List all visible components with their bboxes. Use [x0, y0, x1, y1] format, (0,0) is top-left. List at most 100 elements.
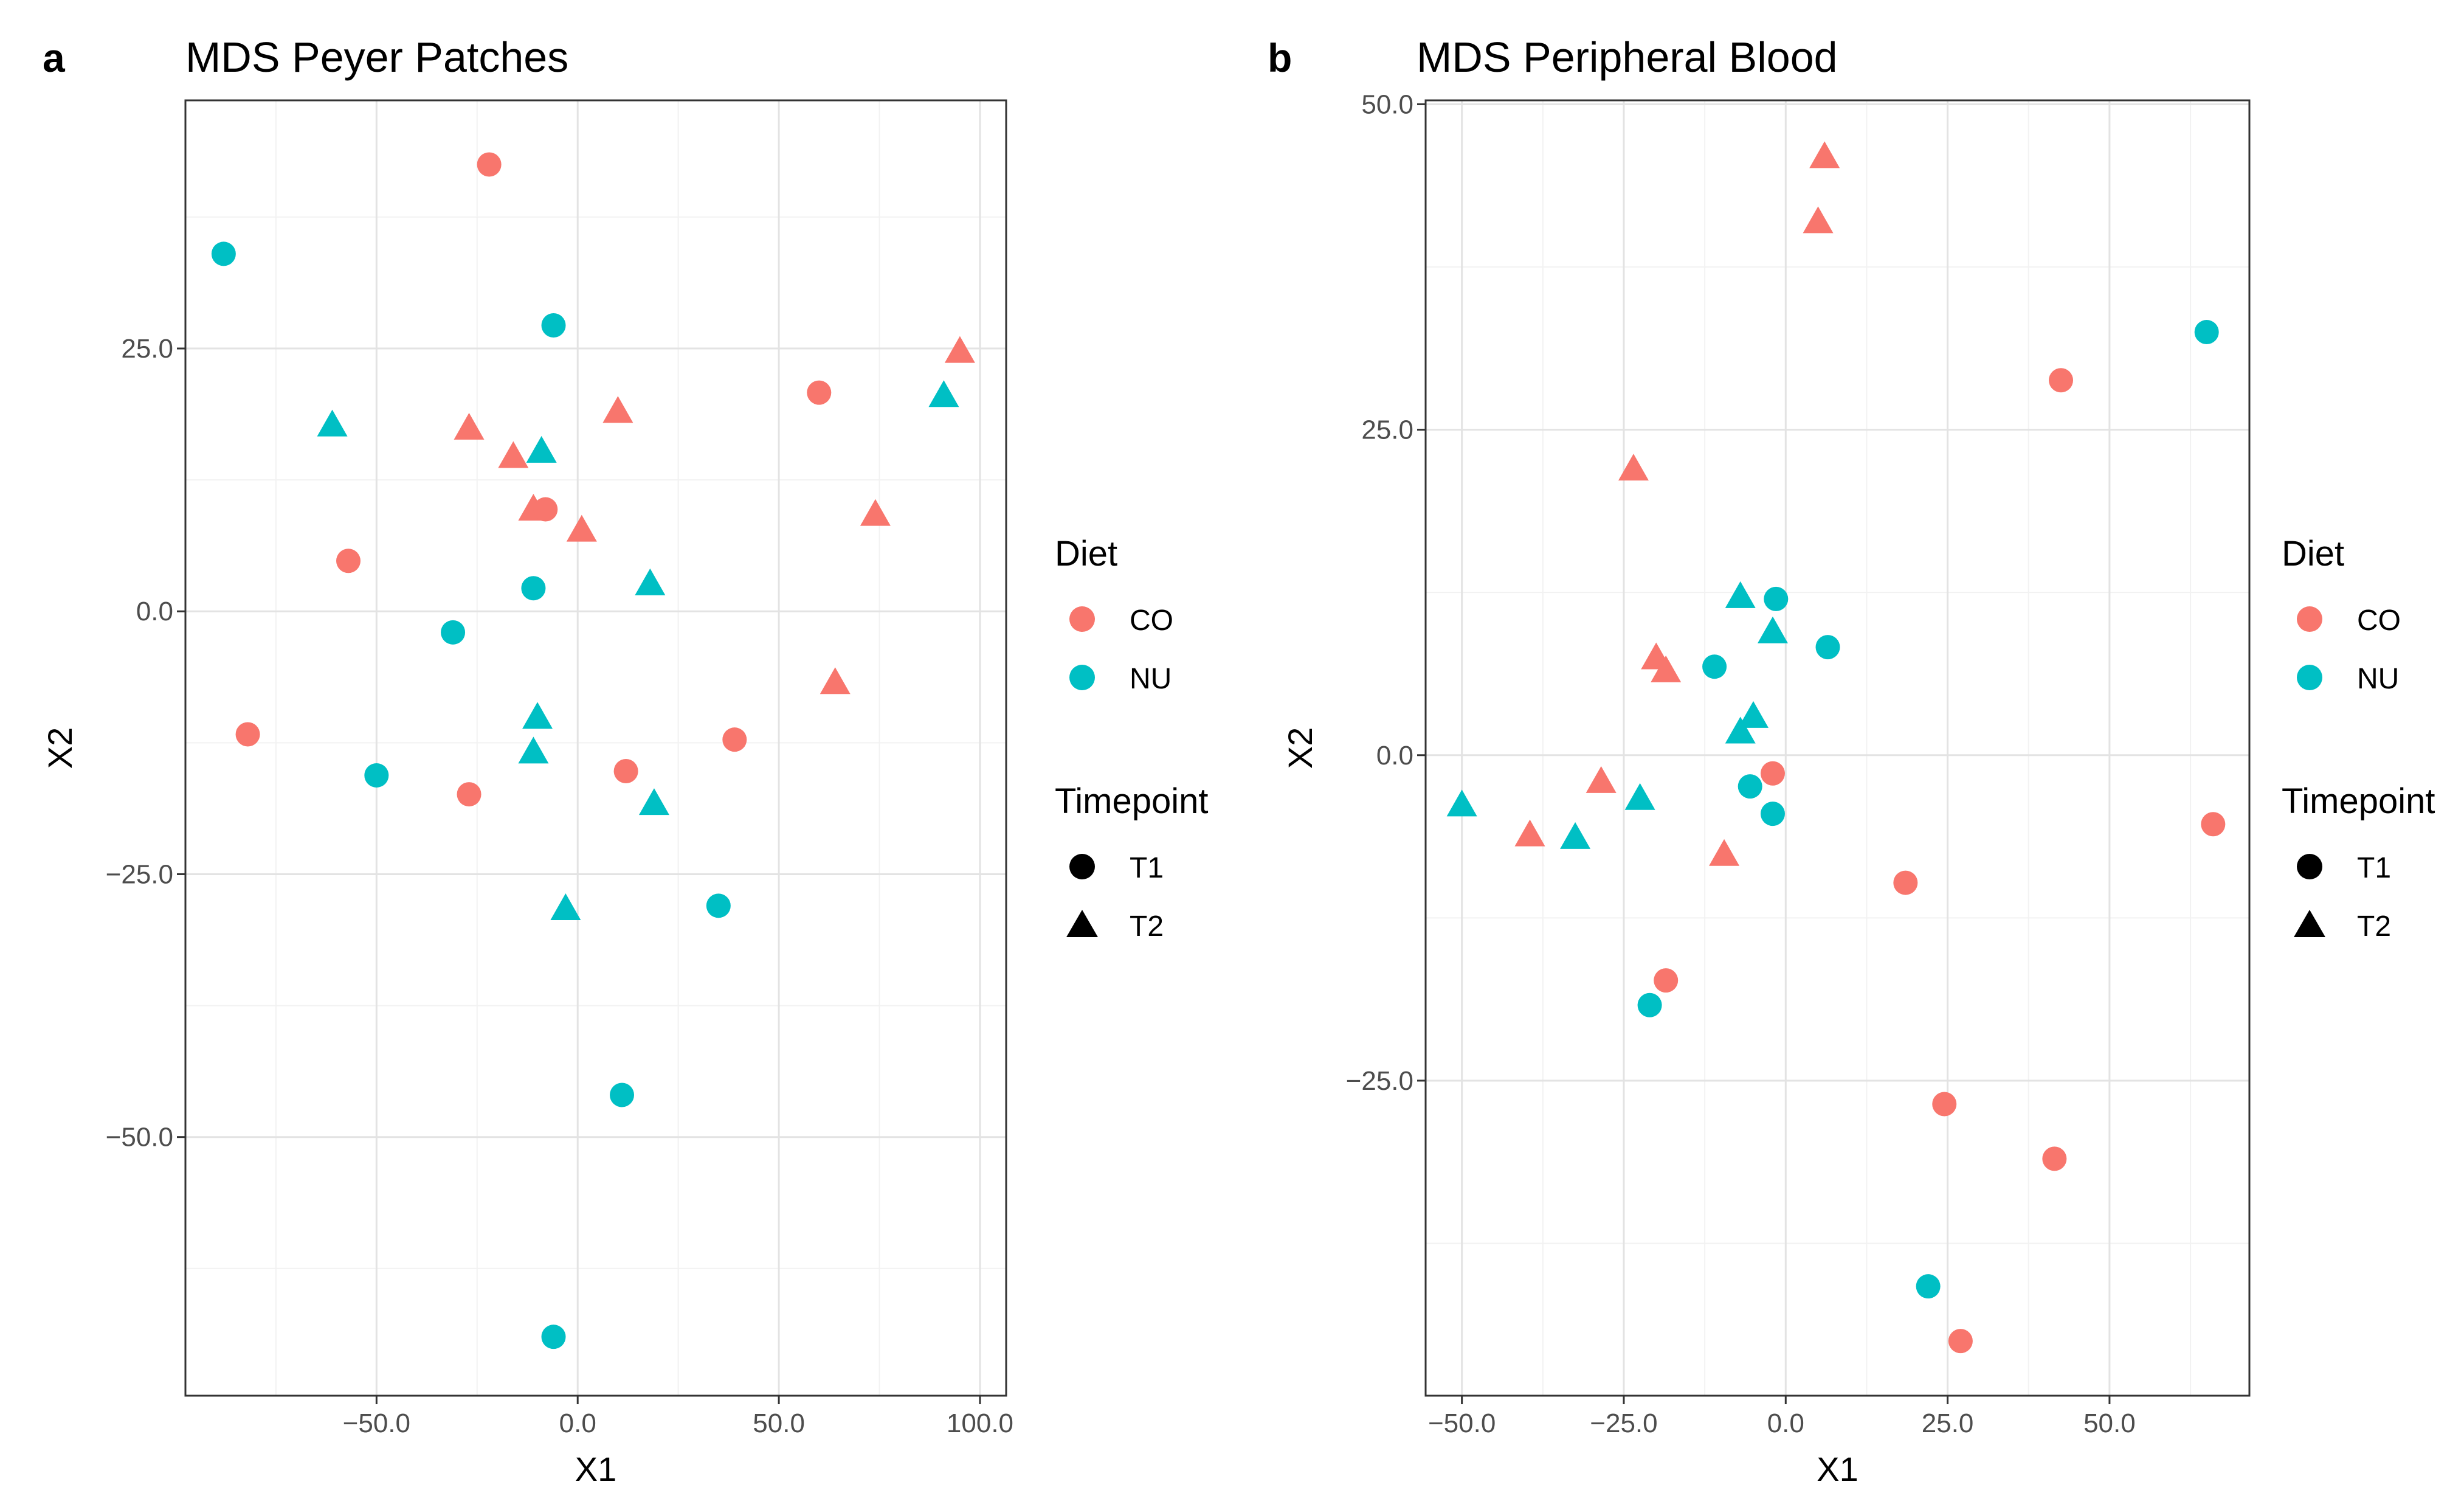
data-point-nu-t1 — [610, 1083, 635, 1107]
data-point-nu-t1 — [1764, 586, 1789, 611]
plot-area-b: −50.0 −25.0 0.0 25.0 50.0 −25.0 0.0 25.0 50.0 X1 X… — [1281, 89, 2251, 1488]
legend-title-diet: Diet — [1055, 534, 1117, 573]
panel-a: a MDS Peyer Patches −50.0 0.0 50.0 100.0−50… — [41, 33, 1209, 1488]
x-tick-label: −50.0 — [1428, 1408, 1496, 1438]
data-point-nu-t1 — [1916, 1274, 1941, 1299]
data-point-nu-t2 — [635, 568, 666, 595]
y-tick-label: 0.0 — [1376, 741, 1413, 771]
legend-key-nu — [1069, 665, 1095, 690]
data-point-co-t2 — [820, 667, 851, 695]
plot-area-a: −50.0 0.0 50.0 100.0 −50.0 −25.0 0.0 25.0 X1 X2 — [41, 99, 1013, 1488]
legend-label-co: CO — [1130, 604, 1173, 637]
data-point-co-t2 — [1803, 206, 1834, 234]
y-tick-label: −50.0 — [106, 1123, 173, 1152]
data-point-co-t1 — [533, 497, 558, 522]
data-point-nu-t2 — [1446, 789, 1477, 817]
data-point-co-t1 — [477, 152, 502, 177]
x-tick-label: 0.0 — [559, 1408, 596, 1438]
data-point-nu-t1 — [706, 893, 731, 918]
x-tick-label: 50.0 — [2083, 1408, 2136, 1438]
data-point-nu-t1 — [2194, 320, 2219, 345]
data-point-co-t1 — [722, 727, 747, 752]
panel-b: b MDS Peripheral Blood −50.0 −25.0 0.0 25.0… — [1268, 33, 2435, 1488]
x-axis-label: X1 — [575, 1450, 617, 1488]
y-tick-label: 50.0 — [1361, 89, 1413, 119]
data-point-nu-t2 — [526, 435, 557, 463]
legend-b: Diet CO NU Timepoint T1 T2 — [2282, 534, 2435, 943]
data-point-co-t2 — [1651, 655, 1682, 682]
legend-title-timepoint: Timepoint — [2282, 781, 2435, 821]
data-point-co-t2 — [1709, 839, 1740, 866]
y-axis-label: X2 — [41, 727, 79, 769]
data-point-co-t1 — [2049, 368, 2074, 393]
legend-label-co: CO — [2357, 604, 2401, 637]
data-point-co-t1 — [235, 722, 260, 747]
data-point-nu-t1 — [364, 763, 389, 788]
legend-label-t2: T2 — [1130, 910, 1164, 943]
plot-border — [184, 99, 1007, 1397]
data-point-nu-t1 — [1637, 992, 1662, 1017]
chart-title-a: MDS Peyer Patches — [185, 33, 568, 81]
x-tick-label: −50.0 — [343, 1408, 410, 1438]
x-tick-label: 0.0 — [1767, 1408, 1804, 1438]
panel-label-b: b — [1268, 35, 1292, 80]
data-point-co-t2 — [454, 412, 485, 440]
legend-key-t2 — [2294, 910, 2325, 937]
data-point-nu-t1 — [541, 313, 566, 338]
data-point-nu-t2 — [638, 788, 669, 816]
legend-key-t2 — [1066, 910, 1098, 937]
data-point-nu-t1 — [1760, 802, 1785, 826]
data-point-co-t1 — [336, 549, 361, 573]
data-point-co-t2 — [944, 336, 975, 363]
data-point-nu-t2 — [928, 380, 959, 407]
data-point-co-t2 — [1586, 766, 1617, 793]
data-point-nu-t1 — [541, 1325, 566, 1349]
chart-title-b: MDS Peripheral Blood — [1417, 33, 1838, 81]
data-point-nu-t2 — [1624, 783, 1655, 810]
legend-key-t1 — [1069, 854, 1095, 879]
legend-label-t2: T2 — [2357, 910, 2391, 943]
legend-label-t1: T1 — [2357, 852, 2391, 884]
x-tick-label: −25.0 — [1590, 1408, 1657, 1438]
data-point-co-t1 — [1654, 968, 1679, 993]
data-point-nu-t1 — [521, 576, 546, 601]
data-point-co-t2 — [602, 396, 633, 423]
data-point-co-t2 — [1514, 819, 1545, 847]
legend-key-co — [1069, 606, 1095, 632]
data-point-nu-t2 — [1738, 701, 1769, 728]
data-point-nu-t1 — [1702, 654, 1727, 679]
data-point-nu-t2 — [522, 702, 553, 729]
data-point-nu-t2 — [1725, 581, 1756, 608]
legend-key-co — [2297, 606, 2322, 632]
data-point-nu-t2 — [1725, 716, 1756, 744]
y-tick-label: 25.0 — [1361, 415, 1413, 445]
plot-background — [1426, 100, 2249, 1396]
data-point-co-t1 — [1932, 1092, 1957, 1117]
data-point-co-t1 — [1948, 1329, 1973, 1354]
y-tick-label: 25.0 — [121, 334, 173, 364]
data-point-co-t2 — [860, 499, 891, 526]
legend-label-nu: NU — [2357, 663, 2399, 695]
legend-key-nu — [2297, 665, 2322, 690]
data-point-co-t2 — [498, 441, 529, 468]
y-tick-label: 0.0 — [136, 597, 173, 626]
legend-label-nu: NU — [1130, 663, 1172, 695]
legend-key-t1 — [2297, 854, 2322, 879]
legend-title-timepoint: Timepoint — [1055, 781, 1209, 821]
x-tick-label: 25.0 — [1922, 1408, 1974, 1438]
data-point-co-t1 — [1893, 870, 1918, 895]
data-point-co-t2 — [566, 514, 597, 542]
data-point-co-t1 — [613, 759, 638, 784]
data-point-co-t2 — [1809, 141, 1840, 168]
data-point-nu-t1 — [1738, 774, 1762, 799]
x-tick-label: 100.0 — [947, 1408, 1013, 1438]
x-tick-label: 50.0 — [753, 1408, 805, 1438]
data-point-nu-t2 — [1757, 616, 1788, 643]
data-point-nu-t1 — [441, 620, 466, 645]
data-point-nu-t2 — [1560, 822, 1591, 849]
data-point-co-t1 — [2201, 812, 2226, 837]
data-point-co-t1 — [2042, 1146, 2067, 1171]
plot-background — [185, 100, 1006, 1396]
plot-border — [1424, 99, 2251, 1397]
